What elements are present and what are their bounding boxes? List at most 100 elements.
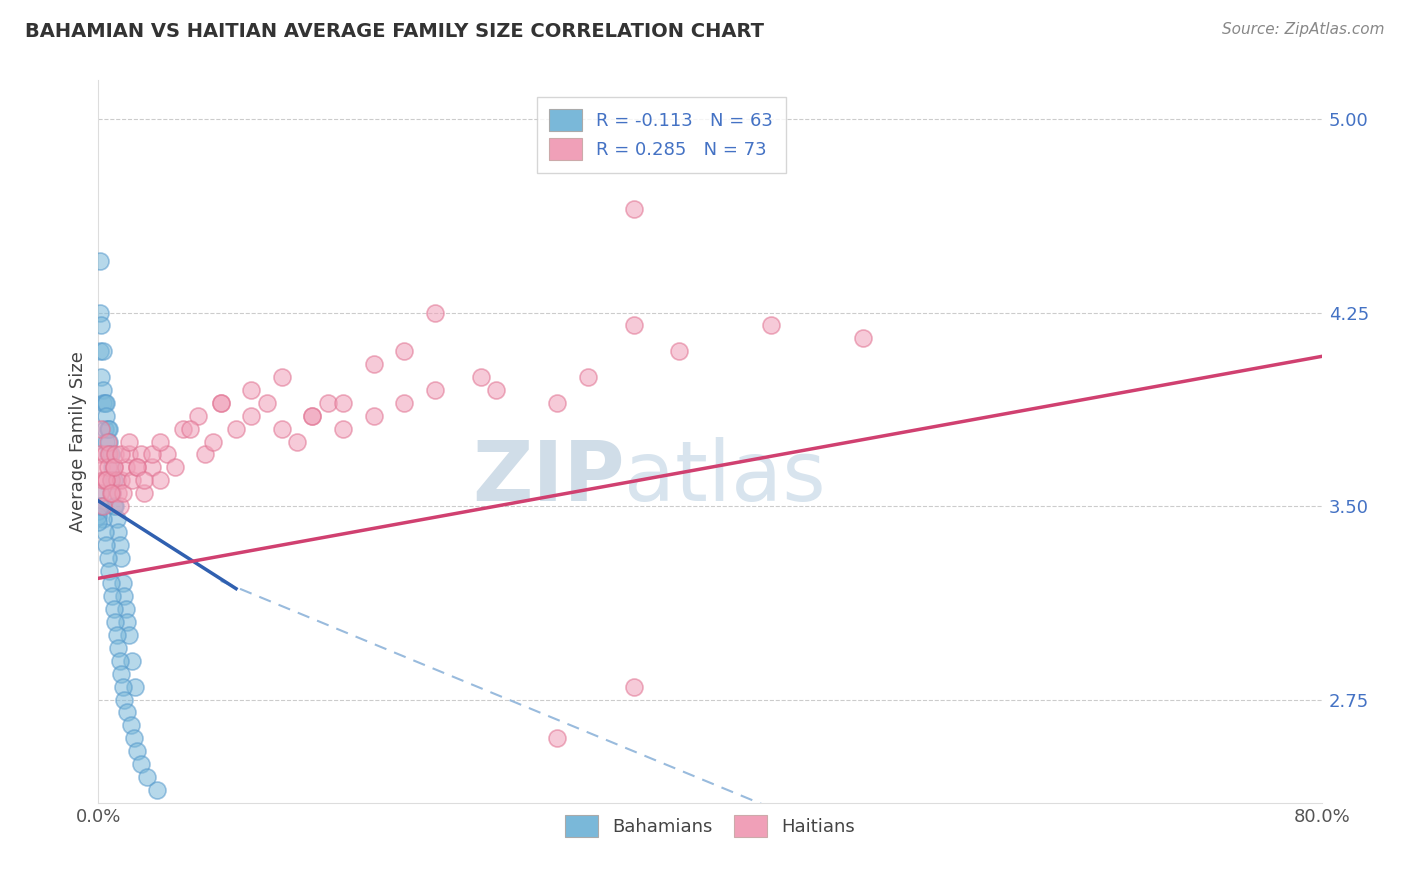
- Point: [89, 344, 111, 359]
- Point: [285, 434, 308, 449]
- Point: [623, 680, 645, 694]
- Point: [134, 486, 156, 500]
- Point: [98, 564, 121, 578]
- Point: [89, 499, 111, 513]
- Text: atlas: atlas: [624, 437, 827, 518]
- Point: [270, 422, 292, 436]
- Point: [156, 447, 179, 461]
- Point: [91, 383, 114, 397]
- Point: [97, 422, 120, 436]
- Point: [363, 357, 385, 371]
- Point: [118, 434, 141, 449]
- Point: [87, 515, 110, 529]
- Point: [89, 486, 111, 500]
- Point: [105, 473, 128, 487]
- Point: [87, 509, 110, 524]
- Point: [301, 409, 323, 423]
- Point: [225, 422, 247, 436]
- Point: [129, 447, 152, 461]
- Point: [108, 499, 131, 513]
- Y-axis label: Average Family Size: Average Family Size: [69, 351, 87, 532]
- Point: [149, 434, 172, 449]
- Point: [97, 447, 120, 461]
- Point: [100, 473, 122, 487]
- Point: [125, 460, 148, 475]
- Point: [94, 538, 117, 552]
- Point: [623, 318, 645, 333]
- Point: [117, 615, 139, 630]
- Point: [120, 718, 142, 732]
- Point: [97, 550, 120, 565]
- Point: [108, 538, 131, 552]
- Point: [209, 396, 232, 410]
- Point: [125, 460, 148, 475]
- Point: [141, 447, 163, 461]
- Point: [101, 486, 124, 500]
- Point: [100, 473, 122, 487]
- Point: [301, 409, 323, 423]
- Point: [470, 370, 492, 384]
- Point: [136, 770, 159, 784]
- Point: [118, 447, 141, 461]
- Point: [90, 422, 112, 436]
- Point: [112, 692, 135, 706]
- Point: [118, 628, 141, 642]
- Point: [101, 590, 124, 604]
- Point: [104, 615, 127, 630]
- Point: [115, 460, 138, 475]
- Point: [759, 318, 782, 333]
- Point: [93, 447, 115, 461]
- Point: [91, 473, 114, 487]
- Point: [117, 706, 139, 720]
- Point: [89, 486, 111, 500]
- Point: [163, 460, 186, 475]
- Point: [98, 422, 121, 436]
- Point: [97, 460, 120, 475]
- Point: [89, 254, 111, 268]
- Point: [112, 590, 135, 604]
- Text: BAHAMIAN VS HAITIAN AVERAGE FAMILY SIZE CORRELATION CHART: BAHAMIAN VS HAITIAN AVERAGE FAMILY SIZE …: [25, 22, 765, 41]
- Point: [124, 680, 146, 694]
- Point: [363, 409, 385, 423]
- Point: [187, 409, 209, 423]
- Point: [91, 344, 114, 359]
- Point: [93, 422, 115, 436]
- Point: [91, 512, 114, 526]
- Point: [209, 396, 232, 410]
- Point: [94, 396, 117, 410]
- Point: [103, 602, 125, 616]
- Point: [97, 434, 120, 449]
- Point: [103, 460, 125, 475]
- Point: [423, 383, 446, 397]
- Point: [121, 473, 143, 487]
- Point: [110, 666, 132, 681]
- Point: [91, 499, 114, 513]
- Point: [98, 447, 121, 461]
- Point: [194, 447, 217, 461]
- Point: [110, 473, 132, 487]
- Point: [179, 422, 201, 436]
- Point: [332, 422, 354, 436]
- Point: [125, 744, 148, 758]
- Point: [103, 473, 125, 487]
- Point: [90, 460, 112, 475]
- Point: [110, 447, 132, 461]
- Point: [101, 486, 124, 500]
- Point: [94, 473, 117, 487]
- Point: [392, 344, 416, 359]
- Point: [392, 396, 416, 410]
- Point: [110, 550, 132, 565]
- Point: [121, 654, 143, 668]
- Point: [546, 731, 568, 746]
- Point: [256, 396, 278, 410]
- Point: [94, 409, 117, 423]
- Point: [240, 383, 263, 397]
- Point: [107, 524, 129, 539]
- Point: [105, 512, 128, 526]
- Point: [107, 640, 129, 655]
- Point: [104, 499, 127, 513]
- Point: [129, 757, 152, 772]
- Point: [172, 422, 194, 436]
- Point: [134, 473, 156, 487]
- Point: [89, 447, 111, 461]
